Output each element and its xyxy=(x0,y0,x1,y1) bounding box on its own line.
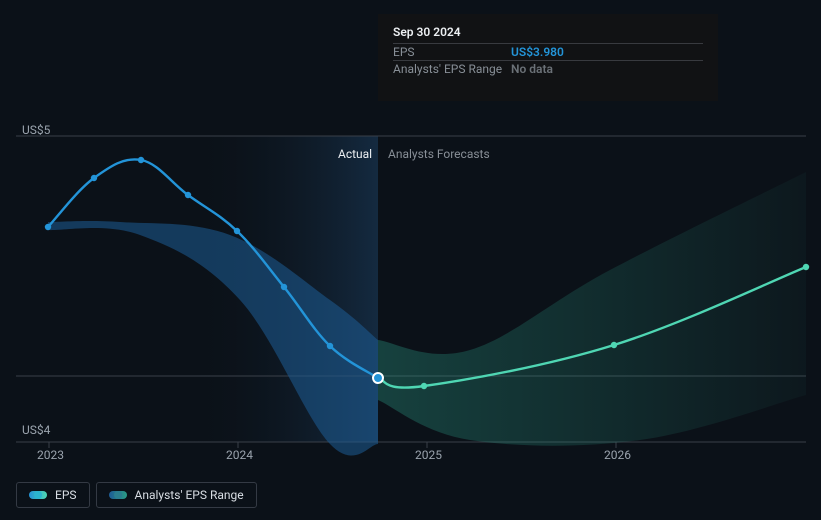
tooltip-title: Sep 30 2024 xyxy=(393,25,703,39)
legend-swatch-eps xyxy=(29,491,47,499)
tooltip-row-value: No data xyxy=(511,62,553,76)
chart-legend: EPS Analysts' EPS Range xyxy=(16,482,257,508)
eps-marker[interactable] xyxy=(185,192,191,198)
actual-region-label: Actual xyxy=(338,147,372,161)
legend-item-eps[interactable]: EPS xyxy=(16,482,90,508)
eps-marker[interactable] xyxy=(611,342,617,348)
eps-marker[interactable] xyxy=(91,175,97,181)
x-axis-label: 2023 xyxy=(37,448,64,462)
eps-marker[interactable] xyxy=(327,343,333,349)
tooltip-row-label: Analysts' EPS Range xyxy=(393,62,511,76)
eps-marker[interactable] xyxy=(45,224,51,230)
eps-marker[interactable] xyxy=(803,264,809,270)
tooltip-row-value: US$3.980 xyxy=(511,45,564,59)
y-axis-label-bottom: US$4 xyxy=(22,423,50,437)
legend-item-range[interactable]: Analysts' EPS Range xyxy=(96,482,257,508)
x-axis-label: 2026 xyxy=(604,448,631,462)
y-axis-label-top: US$5 xyxy=(22,123,50,137)
legend-label-eps: EPS xyxy=(55,488,77,502)
x-axis-label: 2024 xyxy=(226,448,253,462)
legend-swatch-range xyxy=(109,491,127,499)
eps-marker[interactable] xyxy=(421,383,427,389)
eps-marker[interactable] xyxy=(138,157,144,163)
eps-marker-highlight[interactable] xyxy=(373,373,383,383)
eps-marker[interactable] xyxy=(234,228,240,234)
range-forecast-area xyxy=(378,172,806,446)
x-axis-label: 2025 xyxy=(415,448,442,462)
legend-label-range: Analysts' EPS Range xyxy=(135,488,244,502)
tooltip-row: EPSUS$3.980 xyxy=(393,43,703,60)
tooltip-row: Analysts' EPS RangeNo data xyxy=(393,60,703,77)
tooltip-row-label: EPS xyxy=(393,45,511,59)
chart-tooltip: Sep 30 2024 EPSUS$3.980Analysts' EPS Ran… xyxy=(378,14,718,101)
eps-marker[interactable] xyxy=(281,284,287,290)
forecast-region-label: Analysts Forecasts xyxy=(388,147,490,161)
